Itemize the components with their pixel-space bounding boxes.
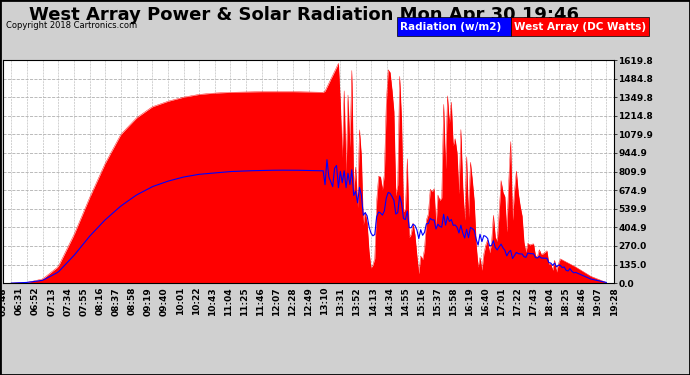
- Text: Copyright 2018 Cartronics.com: Copyright 2018 Cartronics.com: [6, 21, 137, 30]
- Text: 19:07: 19:07: [593, 287, 602, 316]
- Text: 14:13: 14:13: [368, 287, 377, 316]
- Text: 17:01: 17:01: [497, 287, 506, 315]
- Text: 08:58: 08:58: [128, 287, 137, 315]
- Text: 12:49: 12:49: [304, 287, 313, 316]
- Text: 18:46: 18:46: [578, 287, 586, 316]
- Text: 13:10: 13:10: [320, 287, 329, 315]
- Text: 15:37: 15:37: [433, 287, 442, 316]
- Text: West Array Power & Solar Radiation Mon Apr 30 19:46: West Array Power & Solar Radiation Mon A…: [28, 6, 579, 24]
- Text: Radiation (w/m2): Radiation (w/m2): [400, 22, 502, 32]
- Text: 13:52: 13:52: [353, 287, 362, 315]
- Text: 06:31: 06:31: [15, 287, 24, 315]
- Text: 10:01: 10:01: [176, 287, 185, 315]
- Text: 07:34: 07:34: [63, 287, 72, 316]
- Text: 09:40: 09:40: [159, 287, 168, 315]
- Text: 05:48: 05:48: [0, 287, 8, 315]
- Text: 08:16: 08:16: [95, 287, 104, 315]
- Text: 16:19: 16:19: [465, 287, 474, 316]
- Text: 06:52: 06:52: [31, 287, 40, 315]
- Text: 12:07: 12:07: [272, 287, 281, 315]
- Text: 18:04: 18:04: [545, 287, 554, 315]
- Text: 14:34: 14:34: [384, 287, 393, 316]
- Text: 10:22: 10:22: [192, 287, 201, 315]
- Text: 08:37: 08:37: [112, 287, 121, 315]
- Text: 16:40: 16:40: [481, 287, 490, 315]
- Text: 15:16: 15:16: [417, 287, 426, 315]
- Text: 10:43: 10:43: [208, 287, 217, 315]
- Text: 13:31: 13:31: [337, 287, 346, 315]
- Text: 18:25: 18:25: [562, 287, 571, 315]
- Text: 12:28: 12:28: [288, 287, 297, 315]
- Text: 11:25: 11:25: [240, 287, 249, 315]
- Text: 15:58: 15:58: [449, 287, 458, 315]
- Text: 07:13: 07:13: [47, 287, 56, 315]
- Text: 14:55: 14:55: [401, 287, 410, 316]
- Text: 19:28: 19:28: [609, 287, 619, 316]
- Text: 07:55: 07:55: [79, 287, 88, 315]
- Text: 09:19: 09:19: [144, 287, 152, 316]
- Text: 11:46: 11:46: [256, 287, 265, 316]
- Text: 17:22: 17:22: [513, 287, 522, 316]
- Text: 11:04: 11:04: [224, 287, 233, 315]
- Text: 17:43: 17:43: [529, 287, 538, 316]
- Text: West Array (DC Watts): West Array (DC Watts): [514, 22, 646, 32]
